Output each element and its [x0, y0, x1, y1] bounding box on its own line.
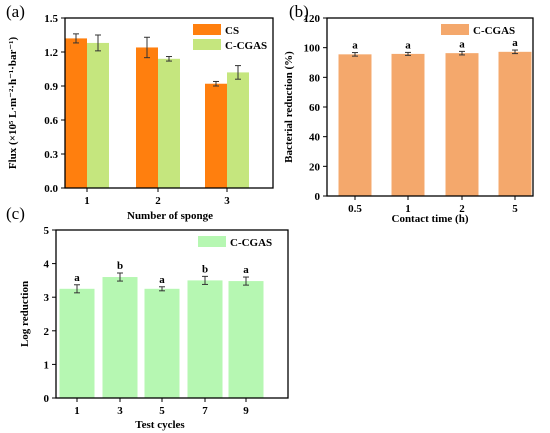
x-tick-label: 1 [405, 203, 411, 215]
y-tick-label: 0 [44, 393, 50, 405]
y-axis-label: Log reduction [19, 281, 31, 347]
y-tick-label: 4 [44, 259, 50, 271]
legend-label: C-CGAS [230, 237, 272, 249]
y-tick-label: 5 [44, 225, 50, 237]
legend-swatch [193, 39, 221, 50]
y-tick-label: 0.0 [44, 183, 58, 195]
y-tick-label: 0.3 [44, 149, 58, 161]
x-tick-label: 0.5 [348, 203, 362, 215]
significance-label: a [159, 274, 165, 286]
x-tick-label: 9 [243, 405, 249, 417]
plot-frame [64, 17, 274, 189]
bar [205, 83, 227, 188]
legend-swatch [198, 236, 226, 247]
bar [391, 53, 425, 196]
y-tick-label: 1.2 [44, 47, 58, 59]
panel-label: (b) [289, 2, 309, 21]
bar [136, 47, 158, 188]
x-tick-label: 1 [84, 195, 90, 207]
y-axis-label: Bacterial reduction (%) [283, 51, 295, 163]
plot-frame [326, 17, 534, 197]
significance-label: a [352, 40, 358, 52]
y-tick-label: 0 [315, 191, 321, 203]
bar [187, 280, 223, 398]
chart-panel-3: (c) a 1 b 3 a 5 b 7 a 9 0 1 2 3 4 5 Test cycles Log reduct… [6, 204, 289, 431]
legend-label: C-CGAS [473, 25, 515, 37]
significance-label: a [243, 264, 249, 276]
bar [158, 58, 180, 188]
legend-swatch [193, 24, 221, 35]
x-tick-label: 3 [224, 195, 230, 207]
bar [59, 288, 95, 398]
bar [445, 53, 479, 196]
y-tick-label: 60 [309, 102, 321, 114]
x-tick-label: 5 [159, 405, 165, 417]
legend-swatch [441, 24, 469, 35]
y-tick-label: 120 [304, 13, 321, 25]
x-axis-label: Contact time (h) [392, 213, 469, 225]
x-tick-label: 1 [74, 405, 80, 417]
y-tick-label: 0.6 [44, 115, 58, 127]
legend-label: C-CGAS [225, 40, 267, 52]
x-tick-label: 3 [117, 405, 123, 417]
significance-label: a [512, 37, 518, 49]
bar [338, 54, 372, 196]
chart-panel-1: (a) 1 2 3 0.0 0.3 0.6 0.9 1.2 1.5 Number of sponge… [6, 2, 274, 222]
x-tick-label: 7 [202, 405, 208, 417]
y-tick-label: 3 [44, 292, 50, 304]
y-tick-label: 80 [309, 72, 321, 84]
bar [87, 42, 109, 188]
y-tick-label: 1.5 [44, 13, 58, 25]
legend-label: CS [225, 25, 239, 37]
y-axis-label: Flux (×10⁵ L·m⁻²·h⁻¹·bar⁻¹) [7, 37, 19, 170]
y-tick-label: 2 [44, 326, 50, 338]
x-axis-label: Test cycles [135, 419, 185, 431]
x-tick-label: 5 [512, 203, 518, 215]
significance-label: a [459, 38, 465, 50]
bar [102, 277, 138, 398]
bar [227, 72, 249, 188]
panel-label: (a) [6, 2, 25, 21]
bar [498, 51, 532, 196]
y-tick-label: 20 [309, 161, 321, 173]
chart-panel-2: (b) a 0.5 a 1 a 2 a 5 0 20 40 60 80 100 120 Contact time… [283, 2, 534, 225]
y-tick-label: 1 [44, 359, 50, 371]
bar [144, 288, 180, 398]
plot-frame [55, 229, 289, 399]
x-axis-label: Number of sponge [127, 210, 213, 222]
significance-label: b [202, 263, 208, 275]
y-tick-label: 0.9 [44, 81, 58, 93]
panel-label: (c) [6, 204, 25, 223]
y-tick-label: 40 [309, 132, 321, 144]
x-tick-label: 2 [155, 195, 161, 207]
significance-label: a [405, 39, 411, 51]
y-tick-label: 100 [304, 43, 321, 55]
bar [228, 281, 264, 398]
bar [65, 38, 87, 189]
significance-label: a [74, 272, 80, 284]
x-tick-label: 2 [459, 203, 465, 215]
significance-label: b [117, 260, 123, 272]
